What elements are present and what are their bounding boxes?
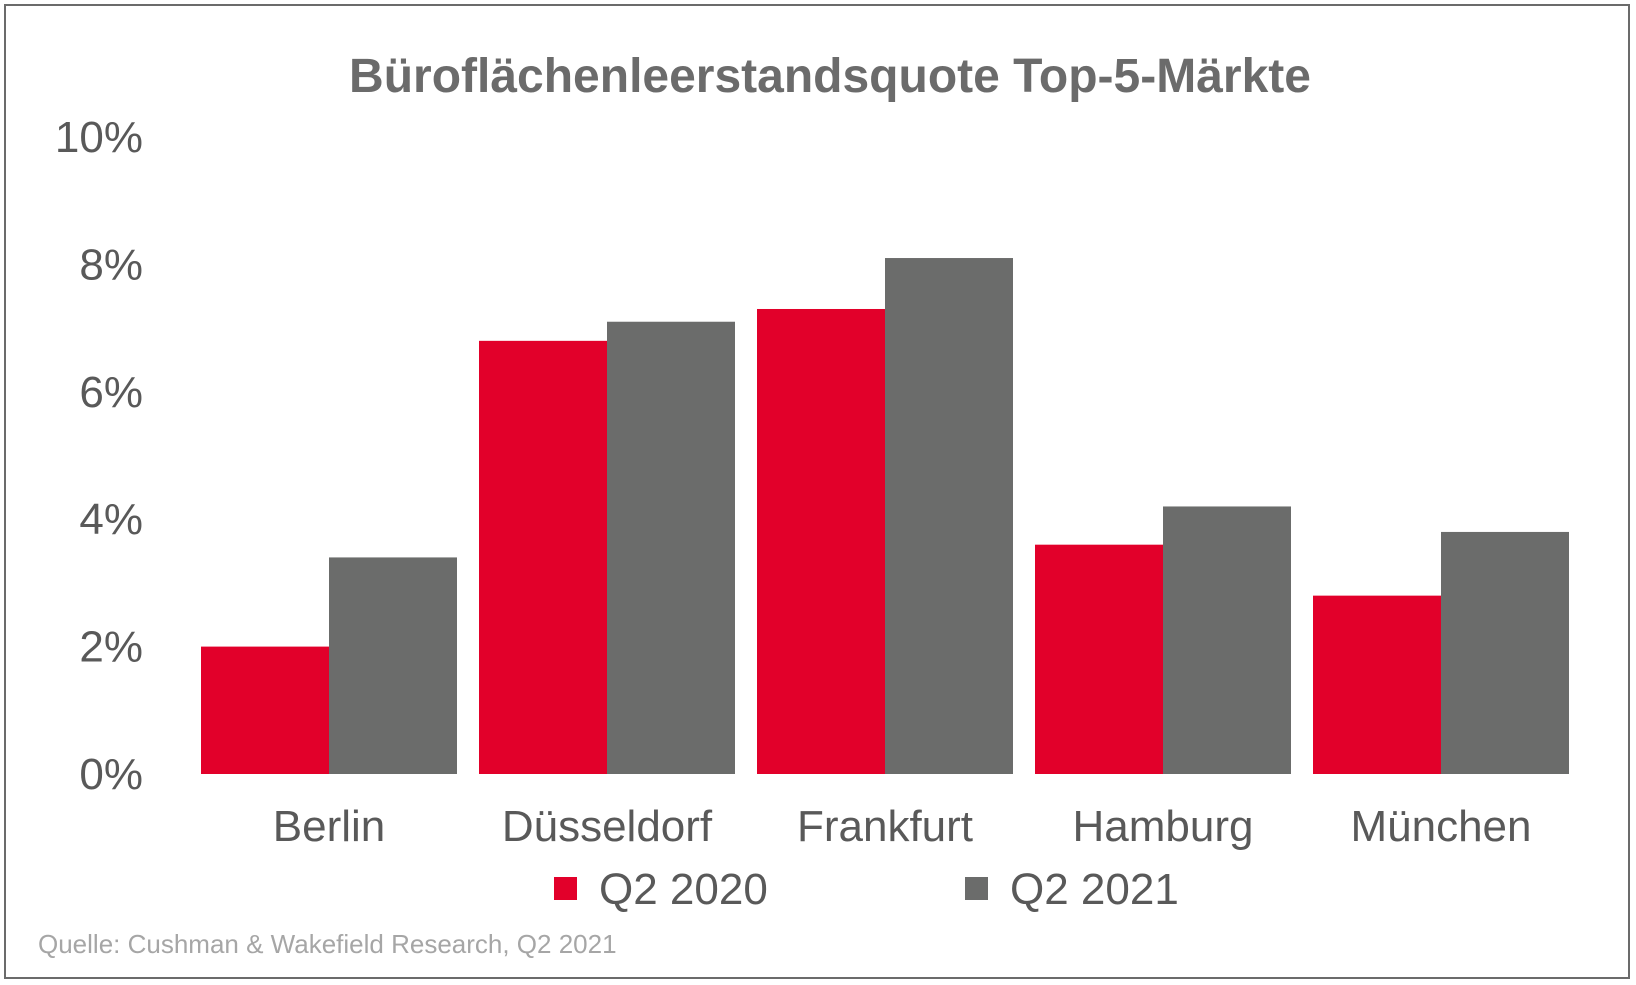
x-category-label: Düsseldorf xyxy=(502,802,713,851)
bar-q2-2021-0 xyxy=(329,557,457,774)
bar-q2-2020-0 xyxy=(201,646,329,774)
legend: Q2 2020 Q2 2021 xyxy=(554,865,1179,914)
y-tick-label: 10% xyxy=(55,113,143,162)
y-tick-label: 8% xyxy=(79,240,143,289)
bar-q2-2020-3 xyxy=(1035,544,1163,774)
legend-swatch xyxy=(554,877,577,900)
y-tick-label: 0% xyxy=(79,750,143,799)
x-category-label: Hamburg xyxy=(1073,802,1254,851)
legend-label: Q2 2020 xyxy=(599,865,768,914)
source-note: Quelle: Cushman & Wakefield Research, Q2… xyxy=(38,929,617,959)
bar-q2-2021-2 xyxy=(885,258,1013,774)
y-axis: 0% 2% 4% 6% 8% 10% xyxy=(55,113,143,799)
bar-q2-2021-3 xyxy=(1163,506,1291,774)
bar-q2-2021-4 xyxy=(1441,531,1569,774)
bar-q2-2020-1 xyxy=(479,340,607,774)
bars xyxy=(201,258,1569,774)
bar-q2-2020-4 xyxy=(1313,595,1441,774)
legend-label: Q2 2021 xyxy=(1010,865,1179,914)
y-tick-label: 2% xyxy=(79,623,143,672)
y-tick-label: 6% xyxy=(79,368,143,417)
y-tick-label: 4% xyxy=(79,495,143,544)
legend-swatch xyxy=(965,877,988,900)
chart-title: Büroflächenleerstandsquote Top-5-Märkte xyxy=(349,50,1311,103)
x-axis-categories: Berlin Düsseldorf Frankfurt Hamburg München xyxy=(273,802,1532,851)
x-category-label: Berlin xyxy=(273,802,386,851)
bar-q2-2020-2 xyxy=(757,308,885,774)
x-category-label: München xyxy=(1350,802,1531,851)
x-category-label: Frankfurt xyxy=(797,802,973,851)
bar-q2-2021-1 xyxy=(607,321,735,774)
